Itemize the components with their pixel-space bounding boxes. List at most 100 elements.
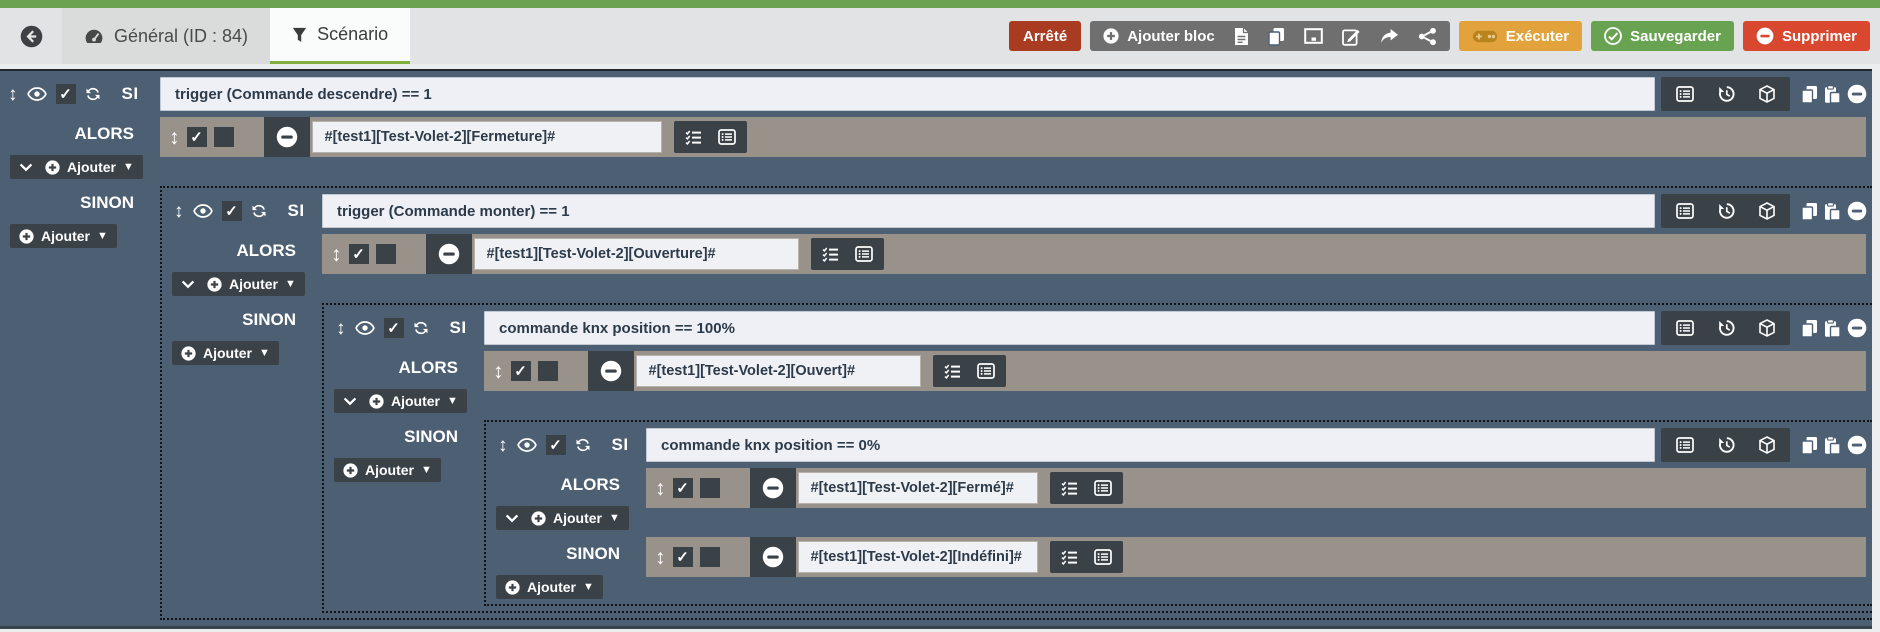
copy-icon[interactable] — [1801, 436, 1818, 455]
remove-block-icon[interactable] — [1847, 201, 1867, 221]
list-alt-icon[interactable] — [1094, 480, 1112, 496]
remove-action-button[interactable] — [425, 234, 472, 274]
move-handle-icon[interactable]: ↕ — [8, 83, 18, 105]
tasks-icon[interactable] — [822, 247, 839, 262]
condition-input[interactable] — [484, 311, 1655, 345]
tasks-icon[interactable] — [1061, 481, 1078, 496]
add-action-button[interactable]: Ajouter ▼ — [10, 155, 143, 179]
template-button[interactable] — [1304, 28, 1323, 44]
save-button[interactable]: Sauvegarder — [1591, 21, 1734, 51]
refresh-icon[interactable] — [413, 320, 429, 336]
enabled-checkbox[interactable]: ✓ — [383, 318, 404, 338]
action-command-input[interactable] — [635, 355, 921, 387]
condition-input[interactable] — [322, 194, 1655, 228]
action-enabled-checkbox[interactable]: ✓ — [672, 547, 693, 567]
remove-block-icon[interactable] — [1847, 84, 1867, 104]
condition-input[interactable] — [646, 428, 1655, 462]
share-button[interactable] — [1380, 28, 1399, 44]
paste-icon[interactable] — [1824, 85, 1841, 104]
paste-icon[interactable] — [1824, 202, 1841, 221]
condition-input[interactable] — [160, 77, 1655, 111]
list-alt-icon[interactable] — [855, 246, 873, 262]
tasks-icon[interactable] — [944, 364, 961, 379]
enabled-checkbox[interactable]: ✓ — [221, 201, 242, 221]
eye-icon[interactable] — [27, 87, 47, 101]
cube-icon[interactable] — [1759, 202, 1775, 220]
list-alt-icon[interactable] — [1676, 437, 1694, 453]
add-action-button[interactable]: Ajouter ▼ — [496, 575, 603, 599]
action-option-checkbox[interactable] — [375, 244, 396, 264]
move-handle-icon[interactable]: ↕ — [169, 125, 180, 149]
export-file-button[interactable] — [1234, 27, 1249, 46]
action-enabled-checkbox[interactable]: ✓ — [672, 478, 693, 498]
execute-button[interactable]: Exécuter — [1458, 21, 1583, 51]
action-enabled-checkbox[interactable]: ✓ — [186, 127, 207, 147]
add-block-button[interactable]: Ajouter bloc — [1103, 21, 1215, 51]
action-option-checkbox[interactable] — [537, 361, 558, 381]
action-command-input[interactable] — [311, 121, 662, 153]
remove-block-icon[interactable] — [1847, 318, 1867, 338]
tab-scenario[interactable]: Scénario — [270, 8, 411, 64]
move-handle-icon[interactable]: ↕ — [331, 242, 342, 266]
add-action-button[interactable]: Ajouter ▼ — [172, 272, 305, 296]
action-enabled-checkbox[interactable]: ✓ — [510, 361, 531, 381]
back-button[interactable] — [0, 8, 62, 64]
tab-general[interactable]: Général (ID : 84) — [62, 8, 271, 64]
action-command-input[interactable] — [473, 238, 799, 270]
move-handle-icon[interactable]: ↕ — [174, 200, 184, 222]
action-option-checkbox[interactable] — [213, 127, 234, 147]
add-action-button[interactable]: Ajouter ▼ — [10, 224, 117, 248]
enabled-checkbox[interactable]: ✓ — [55, 84, 76, 104]
add-action-button[interactable]: Ajouter ▼ — [172, 341, 279, 365]
cube-icon[interactable] — [1759, 436, 1775, 454]
action-enabled-checkbox[interactable]: ✓ — [348, 244, 369, 264]
copy-scenario-button[interactable] — [1268, 27, 1285, 46]
list-alt-icon[interactable] — [1676, 203, 1694, 219]
list-alt-icon[interactable] — [718, 129, 736, 145]
tasks-icon[interactable] — [685, 130, 702, 145]
history-icon[interactable] — [1718, 203, 1735, 219]
add-action-button[interactable]: Ajouter ▼ — [334, 458, 441, 482]
eye-icon[interactable] — [193, 204, 213, 218]
refresh-icon[interactable] — [85, 86, 101, 102]
refresh-icon[interactable] — [575, 437, 591, 453]
edit-button[interactable] — [1342, 27, 1361, 46]
add-action-button[interactable]: Ajouter ▼ — [334, 389, 467, 413]
enabled-checkbox[interactable]: ✓ — [545, 435, 566, 455]
action-option-checkbox[interactable] — [699, 478, 720, 498]
links-graph-button[interactable] — [1418, 27, 1437, 46]
remove-action-button[interactable] — [749, 537, 796, 577]
remove-block-icon[interactable] — [1847, 435, 1867, 455]
eye-icon[interactable] — [355, 321, 375, 335]
list-alt-icon[interactable] — [1676, 86, 1694, 102]
move-handle-icon[interactable]: ↕ — [493, 359, 504, 383]
move-handle-icon[interactable]: ↕ — [655, 476, 666, 500]
cube-icon[interactable] — [1759, 85, 1775, 103]
tasks-icon[interactable] — [1061, 550, 1078, 565]
action-option-checkbox[interactable] — [699, 547, 720, 567]
paste-icon[interactable] — [1824, 319, 1841, 338]
list-alt-icon[interactable] — [1676, 320, 1694, 336]
remove-action-button[interactable] — [587, 351, 634, 391]
copy-icon[interactable] — [1801, 85, 1818, 104]
move-handle-icon[interactable]: ↕ — [498, 434, 508, 456]
remove-action-button[interactable] — [749, 468, 796, 508]
copy-icon[interactable] — [1801, 319, 1818, 338]
refresh-icon[interactable] — [251, 203, 267, 219]
move-handle-icon[interactable]: ↕ — [336, 317, 346, 339]
list-alt-icon[interactable] — [977, 363, 995, 379]
history-icon[interactable] — [1718, 86, 1735, 102]
move-handle-icon[interactable]: ↕ — [655, 545, 666, 569]
copy-icon[interactable] — [1801, 202, 1818, 221]
paste-icon[interactable] — [1824, 436, 1841, 455]
list-alt-icon[interactable] — [1094, 549, 1112, 565]
action-command-input[interactable] — [797, 472, 1038, 504]
remove-action-button[interactable] — [263, 117, 310, 157]
cube-icon[interactable] — [1759, 319, 1775, 337]
action-command-input[interactable] — [797, 541, 1038, 573]
delete-button[interactable]: Supprimer — [1742, 21, 1870, 51]
history-icon[interactable] — [1718, 320, 1735, 336]
eye-icon[interactable] — [517, 438, 537, 452]
history-icon[interactable] — [1718, 437, 1735, 453]
add-action-button[interactable]: Ajouter ▼ — [496, 506, 629, 530]
